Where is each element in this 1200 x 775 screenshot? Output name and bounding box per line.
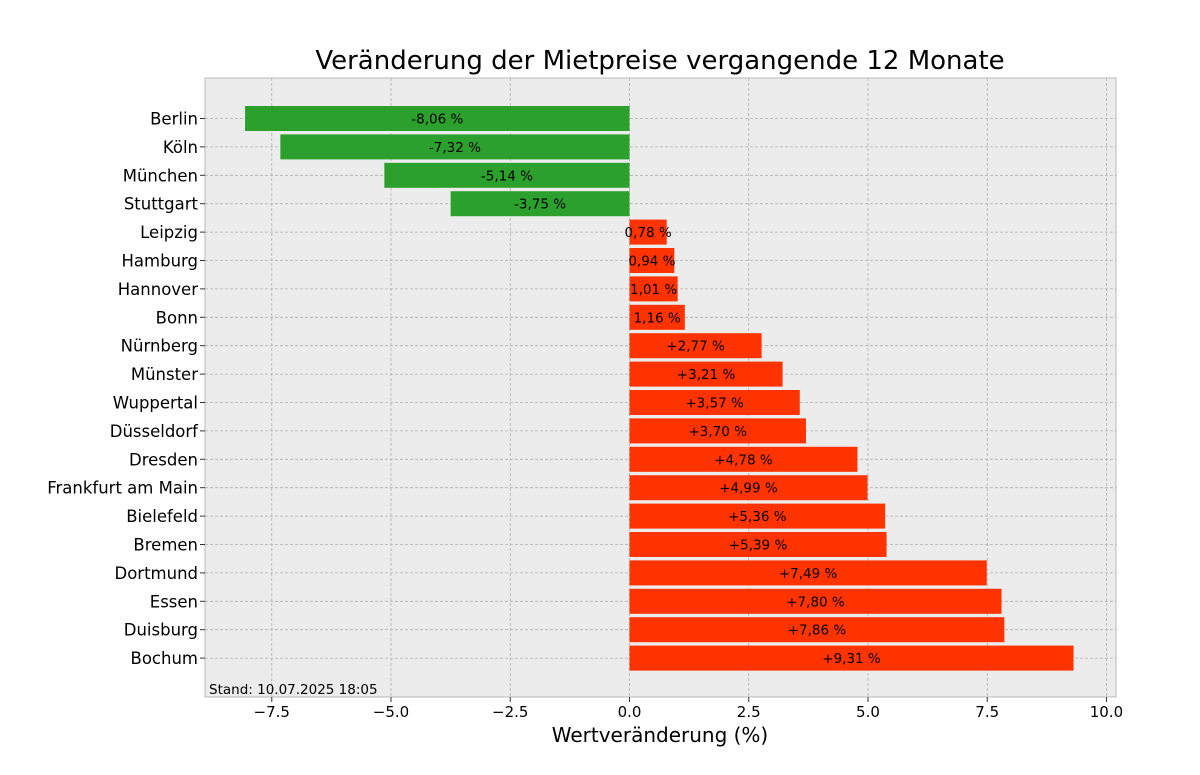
- y-tick-label: Dresden: [129, 450, 198, 469]
- data-label: +4,78 %: [714, 452, 773, 468]
- data-label: +5,39 %: [729, 538, 788, 554]
- y-tick-label: Stuttgart: [124, 195, 199, 214]
- y-tick-label: Hannover: [118, 280, 198, 299]
- bar-wuppertal: [629, 390, 800, 415]
- x-axis-tick-labels: −7.5 −5.0 −2.5 0.0 2.5 5.0 7.5 10.0: [254, 697, 1123, 721]
- y-tick-label: Bochum: [131, 649, 198, 668]
- x-axis-label: Wertveränderung (%): [552, 723, 769, 747]
- timestamp-note: Stand: 10.07.2025 18:05: [209, 682, 378, 698]
- y-tick-label: Bielefeld: [126, 507, 198, 526]
- data-label: +3,70 %: [688, 424, 747, 440]
- data-label: +9,31 %: [822, 651, 881, 667]
- bar-berlin: [245, 106, 630, 131]
- y-tick-label: Hamburg: [122, 252, 199, 271]
- bar-leipzig: [629, 219, 667, 245]
- bar-hannover: [629, 276, 678, 302]
- bar-duisburg: [629, 617, 1005, 643]
- chart-title: Veränderung der Mietpreise vergangende 1…: [315, 46, 1004, 76]
- y-tick-label: Münster: [131, 365, 198, 384]
- x-tick-label: 0.0: [618, 703, 642, 721]
- x-tick-label: −5.0: [373, 703, 409, 721]
- y-tick-label: Bonn: [156, 308, 198, 327]
- bar-essen: [629, 588, 1002, 614]
- bars: [245, 106, 1074, 671]
- y-tick-label: Wuppertal: [113, 394, 198, 413]
- data-label: +3,21 %: [677, 367, 736, 383]
- x-tick-label: −7.5: [254, 703, 290, 721]
- x-tick-label: 7.5: [975, 703, 999, 721]
- x-tick-label: −2.5: [492, 703, 528, 721]
- y-tick-label: München: [123, 166, 198, 185]
- data-label: 1,01 %: [630, 282, 677, 298]
- y-tick-label: Duisburg: [124, 621, 198, 640]
- y-tick-label: Dortmund: [114, 564, 198, 583]
- bar-münchen: [384, 162, 630, 188]
- data-label: +4,99 %: [719, 481, 778, 497]
- bar-nürnberg: [629, 333, 762, 359]
- data-label: +7,86 %: [788, 623, 847, 639]
- y-tick-label: Leipzig: [140, 223, 198, 242]
- x-tick-label: 5.0: [856, 703, 880, 721]
- bar-bochum: [629, 645, 1074, 671]
- y-tick-label: Berlin: [150, 110, 198, 129]
- x-tick-label: 10.0: [1090, 703, 1123, 721]
- y-tick-label: Köln: [163, 138, 198, 157]
- x-tick-label: 2.5: [737, 703, 761, 721]
- bar-münster: [629, 361, 783, 387]
- data-label: +3,57 %: [685, 396, 744, 412]
- y-axis-tick-labels: Berlin Köln München Stuttgart Leipzig Hamburg…: [47, 110, 205, 668]
- bar-bonn: [629, 304, 685, 330]
- data-label: -3,75 %: [514, 197, 566, 213]
- data-label: 0,94 %: [628, 254, 675, 270]
- bar-bielefeld: [629, 503, 886, 529]
- y-tick-label: Bremen: [133, 536, 198, 555]
- data-labels: -8,06 % -7,32 %-5,14 % -3,75 % 0,78 % 0,94 %…: [411, 112, 881, 668]
- data-label: +2,77 %: [666, 339, 725, 355]
- y-tick-label: Frankfurt am Main: [47, 479, 198, 498]
- y-tick-label: Düsseldorf: [110, 422, 199, 441]
- data-label: +5,36 %: [728, 509, 787, 525]
- bar-köln: [280, 134, 630, 160]
- y-tick-label: Nürnberg: [121, 337, 198, 356]
- bar-düsseldorf: [629, 418, 806, 444]
- data-label: -5,14 %: [481, 168, 533, 184]
- bar-hamburg: [629, 248, 675, 273]
- data-label: -7,32 %: [429, 140, 481, 156]
- data-label: 0,78 %: [625, 225, 672, 241]
- data-label: +7,80 %: [786, 594, 845, 610]
- bar-frankfurt-am-main: [629, 475, 868, 501]
- bar-stuttgart: [450, 191, 630, 217]
- bar-bremen: [629, 532, 887, 557]
- data-label: +7,49 %: [779, 566, 838, 582]
- data-label: 1,16 %: [634, 310, 681, 326]
- bar-dortmund: [629, 560, 987, 586]
- data-label: -8,06 %: [411, 112, 463, 128]
- bar-dresden: [629, 446, 858, 472]
- y-tick-label: Essen: [150, 592, 198, 611]
